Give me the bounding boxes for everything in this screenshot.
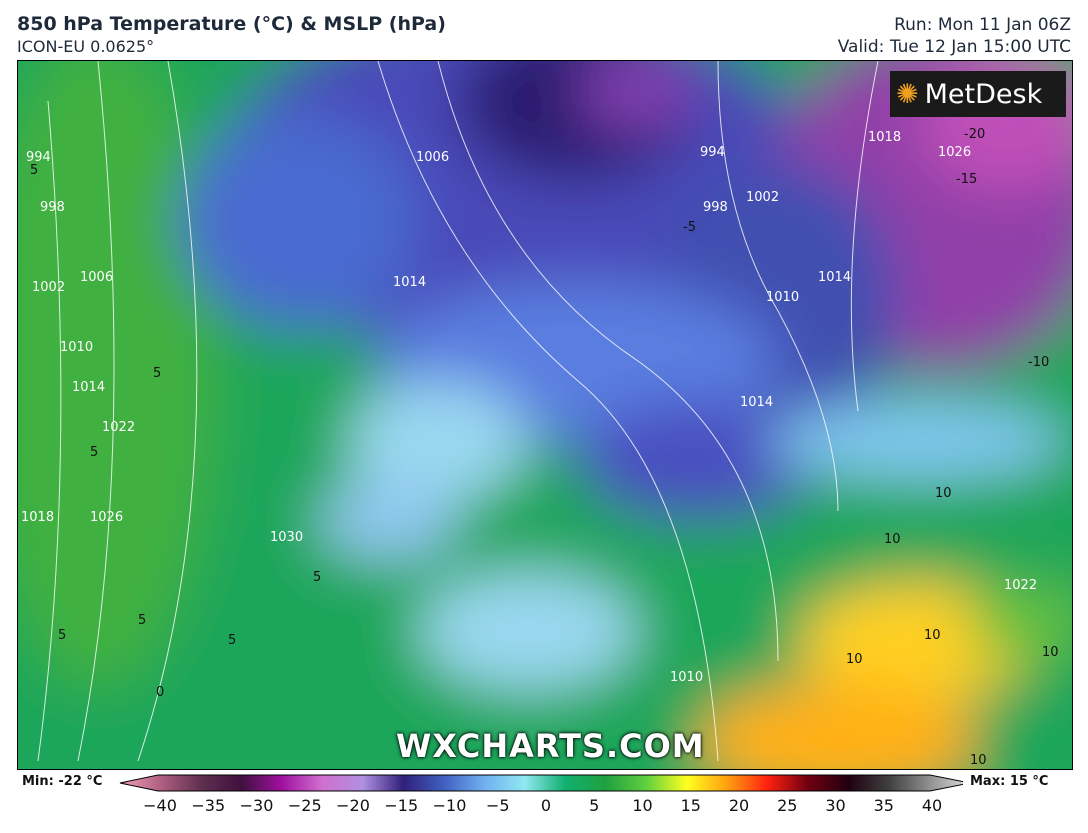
isobar-label: 1026 [90, 510, 123, 525]
isobar-label: 1014 [818, 270, 851, 285]
weather-map[interactable]: 994 998 1002 1006 1010 1014 1018 1022 10… [17, 60, 1073, 770]
colorbar-tick: −20 [336, 796, 370, 815]
isobar-label: 1022 [102, 420, 135, 435]
watermark: WXCHARTS.COM [396, 727, 705, 765]
colorbar-tick: 15 [680, 796, 701, 815]
colorbar-tick: 25 [777, 796, 798, 815]
isobar-label: 1006 [80, 270, 113, 285]
colorbar-tick: −35 [191, 796, 226, 815]
colorbar-scale [119, 774, 963, 792]
valid-time: Valid: Tue 12 Jan 15:00 UTC [837, 37, 1071, 57]
isobar-label: 994 [26, 150, 51, 165]
run-time: Run: Mon 11 Jan 06Z [894, 15, 1071, 35]
isobar-label: 1010 [60, 340, 93, 355]
isobar-label: 1014 [740, 395, 773, 410]
colorbar-ticks: −40 −35 −30 −25 −20 −15 −10 −5 0 5 10 15 20 25 30 35 40 [120, 796, 960, 820]
colorbar-tick: −15 [384, 796, 419, 815]
temp-label: 5 [228, 633, 236, 648]
temp-label: 10 [935, 486, 952, 501]
temp-label: -15 [956, 172, 977, 187]
temp-label: 10 [884, 532, 901, 547]
temperature-field: 994 998 1002 1006 1010 1014 1018 1022 10… [18, 61, 1072, 769]
metdesk-logo: ✺ MetDesk [890, 71, 1066, 117]
isobar-label: 1006 [416, 150, 449, 165]
temp-label: 5 [138, 613, 146, 628]
temp-label: 5 [30, 163, 38, 178]
max-label: Max: 15 °C [970, 774, 1049, 789]
colorbar [119, 774, 963, 792]
colorbar-tick: −30 [239, 796, 274, 815]
isobar-label: 1022 [1004, 578, 1037, 593]
isobar-label: 1026 [938, 145, 971, 160]
temp-label: 5 [313, 570, 321, 585]
isobar-label: 1018 [21, 510, 54, 525]
isobar-label: 1010 [670, 670, 703, 685]
logo-burst-icon: ✺ [896, 78, 919, 110]
colorbar-tick: 30 [825, 796, 846, 815]
colorbar-tick: 40 [921, 796, 943, 815]
isobar-label: 1030 [270, 530, 303, 545]
colorbar-tick: −5 [485, 796, 510, 815]
isobar-label: 1002 [746, 190, 779, 205]
min-label: Min: -22 °C [22, 774, 103, 789]
temp-label: 5 [90, 445, 98, 460]
isobar-label: 998 [703, 200, 728, 215]
isobar-label: 1014 [72, 380, 105, 395]
temp-label: 5 [58, 628, 66, 643]
temp-label: -20 [964, 127, 985, 142]
temp-label: 10 [1042, 645, 1059, 660]
model-label: ICON-EU 0.0625° [17, 37, 155, 56]
colorbar-tick: −40 [143, 796, 177, 815]
isobar-label: 1002 [32, 280, 65, 295]
colorbar-tick: 0 [540, 796, 552, 815]
temp-label: 10 [924, 628, 941, 643]
colorbar-tick: 5 [589, 796, 600, 815]
temp-label: 10 [846, 652, 863, 667]
temp-label: 10 [970, 753, 987, 768]
isobar-label: 994 [700, 145, 725, 160]
colorbar-tick: 35 [873, 796, 894, 815]
isobars [37, 61, 879, 762]
colorbar-tick: 10 [632, 796, 653, 815]
temp-label: -10 [1028, 355, 1049, 370]
temp-label: 5 [153, 366, 161, 381]
colorbar-tick: −25 [287, 796, 322, 815]
colorbar-tick: 20 [728, 796, 750, 815]
isobar-label: 1014 [393, 275, 426, 290]
isobar-label: 1010 [766, 290, 799, 305]
isobar-label: 1018 [868, 130, 901, 145]
isobar-label: 998 [40, 200, 65, 215]
chart-title: 850 hPa Temperature (°C) & MSLP (hPa) [17, 13, 446, 35]
colorbar-tick: −10 [432, 796, 467, 815]
temp-label: 0 [156, 685, 164, 700]
temp-label: -5 [683, 220, 696, 235]
logo-text: MetDesk [924, 78, 1043, 110]
